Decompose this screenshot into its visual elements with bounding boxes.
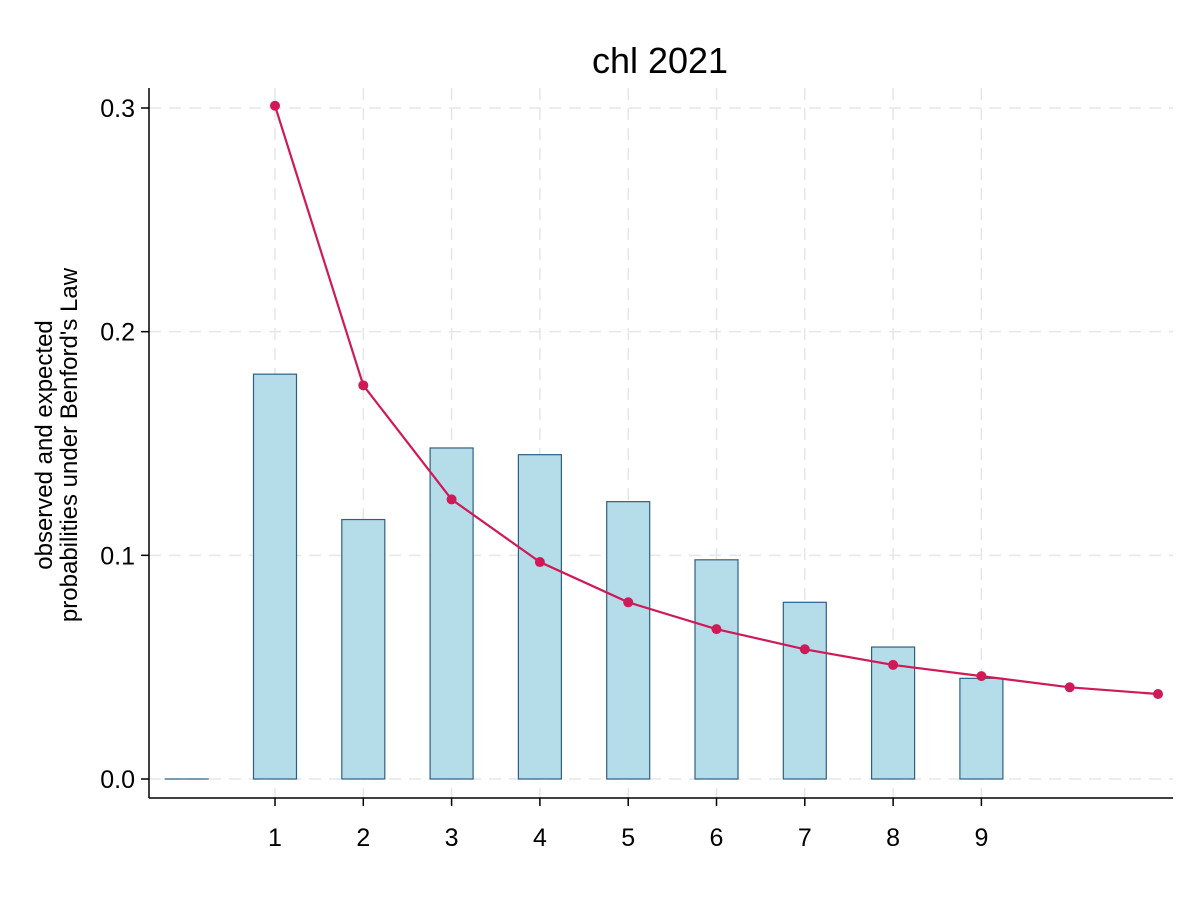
y-tick-label: 0.3 [100, 95, 135, 123]
observed-bar [254, 374, 297, 779]
x-tick-label: 7 [798, 824, 812, 852]
y-tick-label: 0.1 [100, 542, 135, 570]
x-tick-label: 6 [710, 824, 724, 852]
observed-bar [607, 502, 650, 779]
expected-point [535, 557, 545, 567]
observed-bar [518, 455, 561, 779]
expected-point [270, 101, 280, 111]
observed-bar [960, 678, 1003, 779]
expected-point [712, 624, 722, 634]
y-tick-label: 0.0 [100, 766, 135, 794]
chart-title: chl 2021 [592, 40, 728, 81]
expected-point [623, 597, 633, 607]
x-tick-label: 4 [533, 824, 547, 852]
x-tick-label: 5 [621, 824, 635, 852]
x-tick-label: 2 [356, 824, 370, 852]
expected-point [1065, 682, 1075, 692]
observed-bar [783, 602, 826, 779]
x-tick-label: 9 [974, 824, 988, 852]
expected-point [976, 671, 986, 681]
x-tick-label: 8 [886, 824, 900, 852]
expected-point [800, 644, 810, 654]
expected-point [888, 660, 898, 670]
observed-bar [695, 560, 738, 779]
x-tick-label: 1 [268, 824, 282, 852]
expected-point [1153, 689, 1163, 699]
y-axis-label-line-2: probabilities under Benford's Law [56, 267, 83, 622]
observed-bars [165, 374, 1003, 779]
y-tick-label: 0.2 [100, 319, 135, 347]
y-axis-label-line-1: observed and expected [31, 320, 58, 570]
expected-point [447, 494, 457, 504]
expected-point [358, 380, 368, 390]
x-tick-label: 3 [445, 824, 459, 852]
observed-bar [342, 520, 385, 779]
